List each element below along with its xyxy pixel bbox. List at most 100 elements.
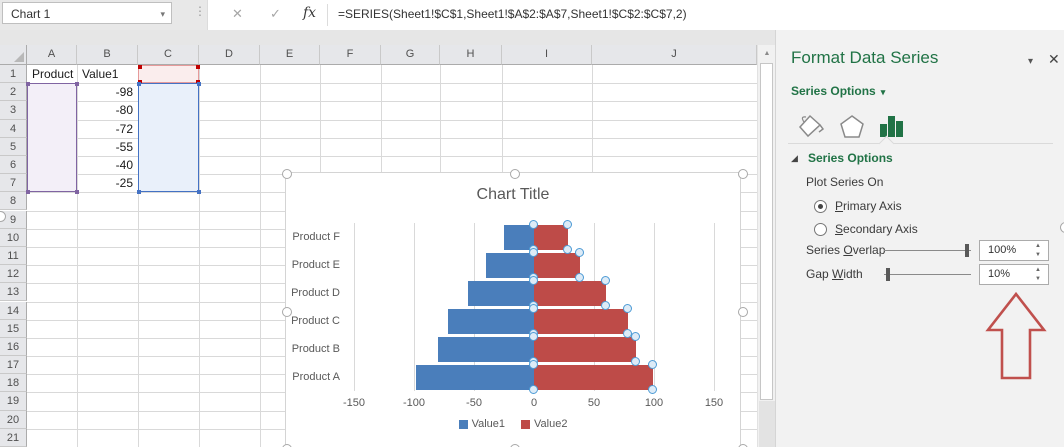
tab-effects[interactable]: [836, 112, 868, 140]
row-header-20[interactable]: 20: [0, 410, 27, 429]
slider-thumb[interactable]: [965, 244, 969, 257]
series-point-handle[interactable]: [529, 303, 538, 313]
spinbox-value[interactable]: 10%: [988, 268, 1011, 280]
range-corner-handle[interactable]: [137, 190, 141, 195]
series-point-handle[interactable]: [529, 275, 538, 285]
formula-input[interactable]: =SERIES(Sheet1!$C$1,Sheet1!$A$2:$A$7,She…: [338, 7, 687, 21]
column-header-E[interactable]: E: [260, 45, 320, 65]
row-header-21[interactable]: 21: [0, 428, 27, 447]
scrollbar-thumb[interactable]: [760, 63, 773, 400]
bar-value1[interactable]: [416, 364, 534, 390]
range-corner-handle[interactable]: [75, 82, 79, 87]
range-corner-handle[interactable]: [138, 65, 142, 69]
column-header-D[interactable]: D: [199, 45, 260, 65]
name-box[interactable]: Chart 1 ▾: [2, 2, 172, 24]
cell-B1[interactable]: Value1: [82, 67, 119, 81]
collapse-triangle-icon[interactable]: ◢: [791, 153, 798, 163]
series-point-handle[interactable]: [631, 331, 640, 341]
chart-legend[interactable]: Value1 Value2: [286, 418, 740, 430]
bar-value1[interactable]: [438, 336, 534, 362]
range-corner-handle[interactable]: [26, 190, 30, 195]
close-icon[interactable]: ✕: [1048, 51, 1060, 67]
select-all-corner[interactable]: [0, 45, 27, 65]
series-point-handle[interactable]: [574, 272, 584, 282]
chart-resize-handle[interactable]: [282, 307, 292, 317]
row-header-9[interactable]: 9: [0, 210, 27, 229]
series-point-handle[interactable]: [562, 244, 572, 254]
column-header-I[interactable]: I: [502, 45, 592, 65]
row-header-13[interactable]: 13: [0, 283, 27, 302]
range-corner-handle[interactable]: [197, 82, 201, 87]
row-header-5[interactable]: 5: [0, 137, 27, 156]
value-spinbox[interactable]: 100% ▲ ▼: [979, 240, 1049, 261]
column-header-A[interactable]: A: [27, 45, 77, 65]
insert-function-icon[interactable]: fx: [303, 5, 317, 21]
series-point-handle[interactable]: [529, 247, 538, 257]
row-header-12[interactable]: 12: [0, 265, 27, 284]
series-point-handle[interactable]: [562, 219, 572, 229]
chart-resize-handle[interactable]: [738, 169, 748, 179]
bar-value2-selected[interactable]: [534, 280, 606, 306]
row-header-16[interactable]: 16: [0, 337, 27, 357]
series-point-handle[interactable]: [647, 384, 657, 394]
cell-B7[interactable]: -25: [115, 176, 133, 191]
drag-handle-icon[interactable]: ⋮: [194, 4, 206, 18]
column-header-H[interactable]: H: [440, 45, 502, 65]
legend-item[interactable]: Value2: [521, 418, 567, 430]
row-header-14[interactable]: 14: [0, 301, 27, 320]
row-header-8[interactable]: 8: [0, 192, 27, 211]
tab-fill-line[interactable]: [794, 112, 826, 140]
name-box-dropdown-icon[interactable]: ▾: [160, 9, 165, 19]
series-point-handle[interactable]: [631, 356, 640, 366]
range-corner-handle[interactable]: [26, 82, 30, 87]
series-point-handle[interactable]: [601, 275, 610, 285]
series-point-handle[interactable]: [601, 300, 610, 310]
cell-B3[interactable]: -80: [115, 103, 133, 118]
bar-value2-selected[interactable]: [534, 224, 568, 250]
row-header-3[interactable]: 3: [0, 101, 27, 120]
row-header-4[interactable]: 4: [0, 119, 27, 138]
values-range-highlight[interactable]: [137, 82, 201, 195]
column-header-J[interactable]: J: [592, 45, 757, 65]
row-header-2[interactable]: 2: [0, 83, 27, 102]
category-range-highlight[interactable]: [26, 82, 79, 195]
row-header-15[interactable]: 15: [0, 319, 27, 338]
spinner[interactable]: ▲ ▼: [1032, 242, 1044, 260]
column-header-F[interactable]: F: [320, 45, 381, 65]
cell-A1[interactable]: Product: [32, 67, 74, 81]
row-header-19[interactable]: 19: [0, 392, 27, 411]
series-point-handle[interactable]: [529, 331, 538, 341]
slider-thumb[interactable]: [886, 268, 890, 281]
range-corner-handle[interactable]: [196, 65, 200, 69]
series-point-handle[interactable]: [529, 384, 538, 394]
column-header-C[interactable]: C: [138, 45, 199, 65]
row-header-17[interactable]: 17: [0, 356, 27, 375]
range-corner-handle[interactable]: [137, 82, 141, 87]
scrollbar-track[interactable]: [759, 401, 775, 447]
bar-value2-selected[interactable]: [534, 336, 636, 362]
cell-B5[interactable]: -55: [115, 139, 133, 154]
pane-options-icon[interactable]: ▾: [1028, 56, 1034, 67]
cell-B6[interactable]: -40: [115, 158, 133, 172]
series-point-handle[interactable]: [622, 303, 632, 313]
bar-value1[interactable]: [504, 224, 534, 250]
bar-value2-selected[interactable]: [534, 308, 628, 334]
cancel-icon[interactable]: ✕: [232, 6, 243, 21]
slider-track[interactable]: [884, 268, 971, 281]
spinner-up-icon[interactable]: ▲: [1035, 243, 1041, 249]
row-header-10[interactable]: 10: [0, 228, 27, 247]
series-point-handle[interactable]: [574, 247, 584, 257]
bar-value2-selected[interactable]: [534, 364, 653, 390]
column-header-B[interactable]: B: [77, 45, 138, 65]
row-header-6[interactable]: 6: [0, 156, 27, 175]
chart-resize-handle[interactable]: [282, 169, 292, 179]
cell-B4[interactable]: -72: [115, 121, 133, 136]
spinner-down-icon[interactable]: ▼: [1035, 276, 1041, 282]
spinner[interactable]: ▲ ▼: [1032, 266, 1044, 284]
radio-icon[interactable]: [814, 222, 827, 236]
chart-resize-handle[interactable]: [510, 169, 520, 179]
series-point-handle[interactable]: [647, 359, 657, 369]
bar-value1[interactable]: [468, 280, 534, 306]
spinner-up-icon[interactable]: ▲: [1035, 267, 1041, 273]
enter-icon[interactable]: ✓: [270, 6, 281, 21]
